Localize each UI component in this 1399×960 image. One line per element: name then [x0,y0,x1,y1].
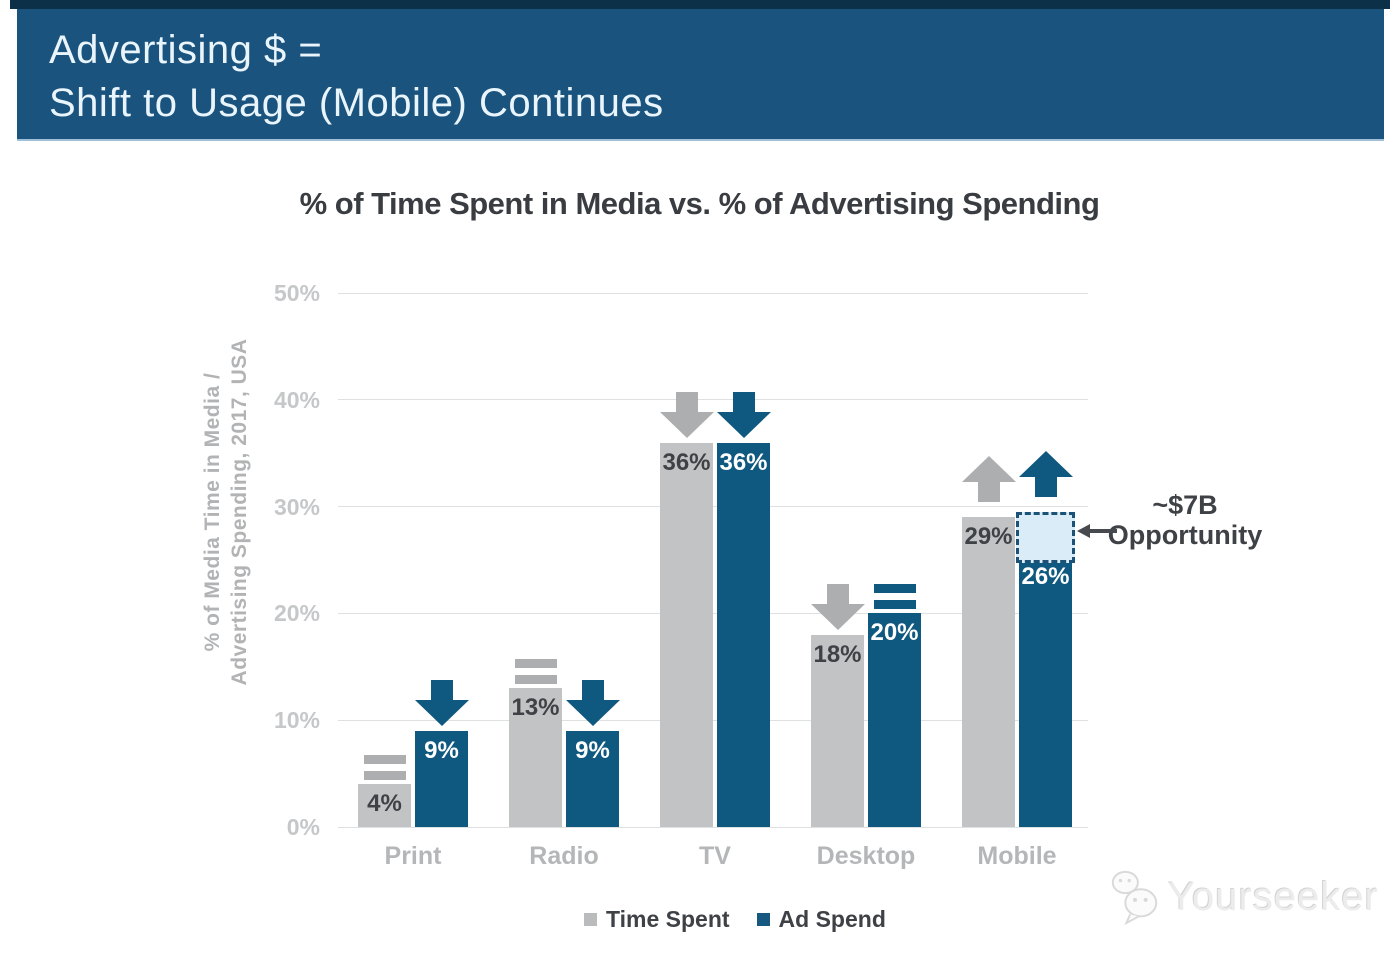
y-axis-label-line-1: % of Media Time in Media / [201,372,224,652]
down-trend-icon [716,391,771,438]
top-strip [10,0,1390,9]
x-label-radio: Radio [529,842,599,870]
y-tick-30-: 30% [273,493,320,520]
gridline-30- [338,506,1088,508]
gridline-0- [338,826,1088,828]
header-title: Advertising $ = Shift to Usage (Mobile) … [17,9,1384,130]
gridline-40- [338,399,1088,401]
equal-trend-icon [873,584,916,610]
bar-value-label: 20% [870,619,919,647]
watermark-text: Yourseeker [1168,874,1379,919]
up-trend-icon [961,456,1016,503]
annotation-line-2: Opportunity [1107,520,1263,550]
legend-label-time-spent: Time Spent [606,906,730,932]
y-tick-20-: 20% [273,600,320,627]
bar-ad-spend-print: 9% [415,730,468,827]
time-spent-swatch-icon [584,912,597,926]
ad-spend-swatch-icon [756,912,770,926]
y-tick-50-: 50% [273,280,320,306]
up-trend-icon [1018,450,1073,497]
y-axis-label-line-2: Advertising Spending, 2017, USA [228,338,251,686]
x-label-desktop: Desktop [816,842,916,870]
bar-value-label: 29% [964,523,1013,551]
watermark: Yourseeker [1106,868,1379,926]
bar-time-spent-tv: 36% [660,442,713,827]
x-label-tv: TV [699,842,731,870]
header-line-1: Advertising $ = [49,28,323,72]
y-tick-10-: 10% [273,707,320,734]
bar-ad-spend-tv: 36% [717,442,770,827]
bar-value-label: 4% [367,790,402,818]
down-trend-icon [659,391,714,438]
gridline-50- [338,292,1088,294]
bar-time-spent-mobile: 29% [962,517,1015,827]
x-label-mobile: Mobile [977,842,1057,870]
legend-item-time-spent: Time Spent [584,906,730,932]
bar-time-spent-radio: 13% [509,688,562,827]
x-label-print: Print [384,842,442,870]
opportunity-annotation: ~$7B Opportunity [1099,490,1271,550]
bar-value-label: 36% [719,448,768,476]
legend-label-ad-spend: Ad Spend [778,906,886,932]
category-axis: Print Radio TV Desktop Mobile [338,842,1088,874]
bar-ad-spend-mobile: 26% [1019,549,1072,827]
bar-value-label: 9% [424,736,459,764]
plot-area: 0% 10% 20% 30% 40% 50% 4% 13% 36% 18% 29% 9% 9% 36% 20… [274,280,1088,840]
opportunity-box [1016,511,1075,564]
bar-time-spent-print: 4% [358,784,411,827]
header-banner: Advertising $ = Shift to Usage (Mobile) … [17,9,1384,141]
bar-ad-spend-radio: 9% [566,730,619,827]
down-trend-icon [810,583,865,630]
bar-value-label: 26% [1021,563,1070,591]
header-line-2: Shift to Usage (Mobile) Continues [49,81,664,125]
bar-value-label: 36% [662,448,711,476]
yourseeker-logo-icon [1111,870,1158,926]
y-axis-label: % of Media Time in Media / Advertising S… [199,339,253,686]
equal-trend-icon [514,659,557,685]
bar-value-label: 18% [813,640,862,668]
legend-item-ad-spend: Ad Spend [756,906,886,932]
bar-ad-spend-desktop: 20% [868,613,921,827]
bar-time-spent-desktop: 18% [811,634,864,827]
bar-value-label: 9% [575,736,610,764]
down-trend-icon [414,679,469,726]
bar-value-label: 13% [511,694,560,722]
chart-legend: Time Spent Ad Spend [584,906,886,932]
annotation-left-arrow-icon [1077,524,1117,538]
y-tick-40-: 40% [273,386,320,413]
down-trend-icon [565,679,620,726]
y-tick-0-: 0% [286,814,320,840]
chart-title: % of Time Spent in Media vs. % of Advert… [299,186,1100,221]
annotation-line-1: ~$7B [1152,490,1218,520]
gridline-10- [338,719,1088,721]
gridline-20- [338,612,1088,614]
equal-trend-icon [363,755,406,781]
